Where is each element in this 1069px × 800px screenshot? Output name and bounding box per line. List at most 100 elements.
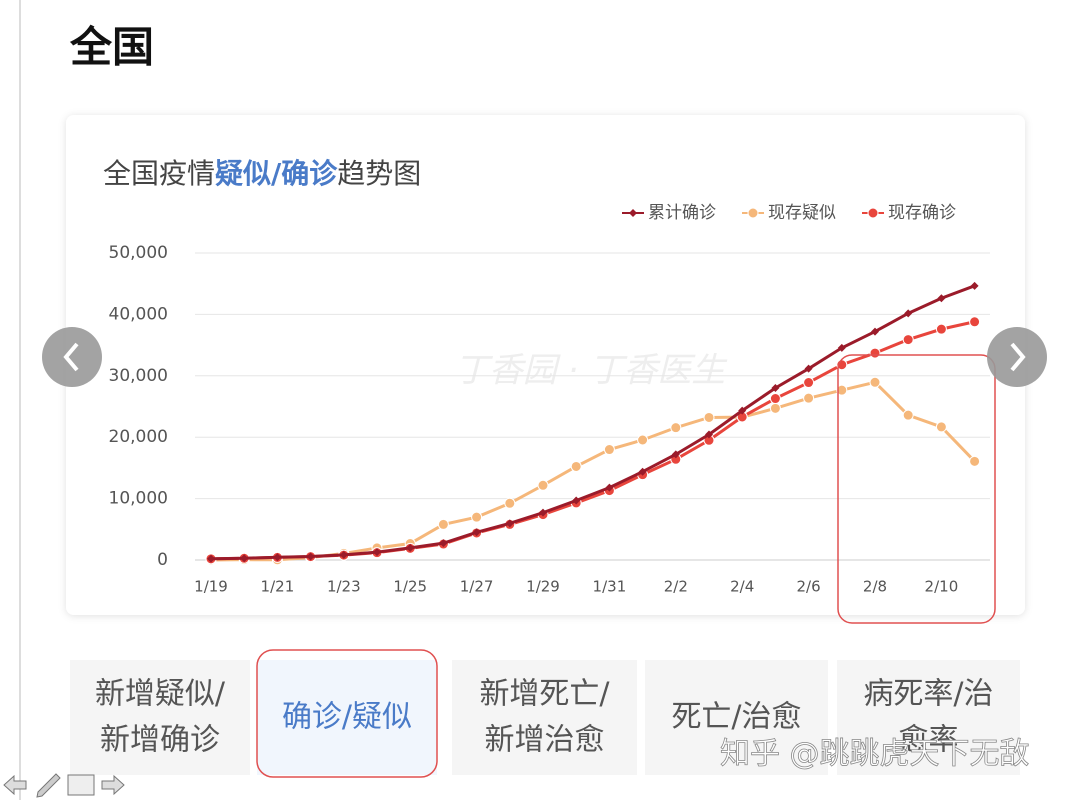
- point: [505, 519, 514, 528]
- y-tick-label: 50,000: [109, 243, 168, 263]
- point: [869, 376, 881, 388]
- x-tick-label: 1/25: [393, 578, 427, 596]
- tab-label: 病死率/治: [863, 677, 993, 712]
- x-tick-label: 2/6: [797, 578, 821, 596]
- point: [836, 384, 848, 396]
- point: [769, 402, 781, 414]
- point: [769, 393, 781, 405]
- chart-title: 全国疫情疑似/确诊趋势图: [103, 157, 421, 190]
- menu-icon[interactable]: [67, 774, 95, 796]
- x-tick-label: 2/8: [863, 578, 887, 596]
- point: [738, 406, 747, 415]
- point: [803, 377, 815, 389]
- point: [273, 553, 282, 562]
- point: [637, 434, 649, 446]
- point: [937, 294, 946, 303]
- point: [638, 467, 647, 476]
- x-tick-label: 1/27: [460, 578, 494, 596]
- tab[interactable]: [70, 660, 250, 775]
- point: [969, 455, 981, 467]
- point: [670, 422, 682, 434]
- point: [837, 343, 846, 352]
- point: [471, 511, 483, 523]
- point: [339, 550, 348, 559]
- point: [472, 528, 481, 537]
- x-tick-label: 2/4: [730, 578, 754, 596]
- prev-icon: [63, 342, 79, 372]
- point: [803, 392, 815, 404]
- y-tick-label: 20,000: [109, 427, 168, 447]
- page-title: 全国: [69, 23, 154, 72]
- tab-label: 新增死亡/: [479, 677, 610, 712]
- tab[interactable]: [452, 660, 637, 775]
- title-part: 趋势图: [337, 157, 421, 190]
- tab-label: 愈率: [899, 723, 959, 758]
- x-tick-label: 1/31: [593, 578, 627, 596]
- point: [572, 496, 581, 505]
- legend-label: 现存疑似: [768, 203, 836, 223]
- y-tick-label: 30,000: [109, 366, 168, 386]
- next-button[interactable]: [987, 327, 1047, 387]
- tab-highlight: [256, 649, 438, 778]
- tab[interactable]: [645, 660, 828, 775]
- point: [969, 316, 981, 328]
- x-tick-label: 2/10: [925, 578, 959, 596]
- tabs: 新增疑似/新增确诊 确诊/疑似 新增死亡/新增治愈 死亡/治愈 病死率/治愈率: [70, 649, 1020, 778]
- point: [207, 554, 215, 563]
- point: [570, 460, 582, 472]
- point: [539, 508, 547, 517]
- point: [437, 518, 449, 530]
- plot: 0 10,000 20,000 30,000 40,000 50,000 1/19 1/21 1…: [109, 203, 990, 596]
- point: [240, 554, 249, 563]
- edit-icon[interactable]: [36, 773, 61, 798]
- point: [306, 552, 315, 561]
- y-tick-label: 0: [157, 550, 168, 570]
- point: [970, 281, 979, 290]
- tab[interactable]: [257, 660, 437, 775]
- point: [902, 409, 914, 421]
- tab-label: 新增疑似/: [95, 677, 226, 712]
- chart-watermark: 丁香园 · 丁香医生: [455, 351, 728, 391]
- x-tick-label: 1/29: [526, 578, 560, 596]
- point: [406, 543, 415, 552]
- point: [504, 497, 516, 509]
- point: [904, 309, 913, 318]
- point: [671, 450, 680, 459]
- next-icon: [1010, 342, 1026, 372]
- y-tick-label: 40,000: [109, 304, 168, 324]
- tab-label: 死亡/治愈: [671, 700, 801, 735]
- highlight-box: [837, 354, 996, 624]
- point: [537, 479, 549, 491]
- point: [703, 411, 715, 423]
- tab-label: 新增确诊: [100, 723, 220, 758]
- tab-label: 确诊/疑似: [282, 700, 412, 735]
- toolbar: [3, 773, 125, 798]
- x-tick-label: 1/23: [327, 578, 361, 596]
- point: [867, 207, 879, 219]
- back-icon[interactable]: [3, 774, 27, 796]
- point: [373, 548, 381, 557]
- point: [705, 430, 713, 439]
- tab-label: 新增治愈: [485, 723, 605, 758]
- point: [935, 421, 947, 433]
- point: [804, 364, 813, 373]
- forward-icon[interactable]: [101, 774, 125, 796]
- point: [747, 207, 759, 219]
- point: [605, 483, 614, 492]
- point: [603, 444, 615, 456]
- point: [869, 347, 881, 359]
- prev-button[interactable]: [42, 327, 102, 387]
- point: [902, 334, 914, 346]
- point: [871, 327, 879, 336]
- title-highlight: 疑似/确诊: [215, 157, 338, 190]
- series-line: [210, 284, 976, 561]
- series: [207, 281, 979, 563]
- point: [935, 323, 947, 335]
- x-tick-label: 2/2: [664, 578, 688, 596]
- legend-label: 现存确诊: [888, 203, 956, 223]
- tab[interactable]: [837, 660, 1020, 775]
- x-tick-label: 1/19: [194, 578, 228, 596]
- point: [629, 209, 637, 217]
- title-part: 全国疫情: [103, 157, 215, 190]
